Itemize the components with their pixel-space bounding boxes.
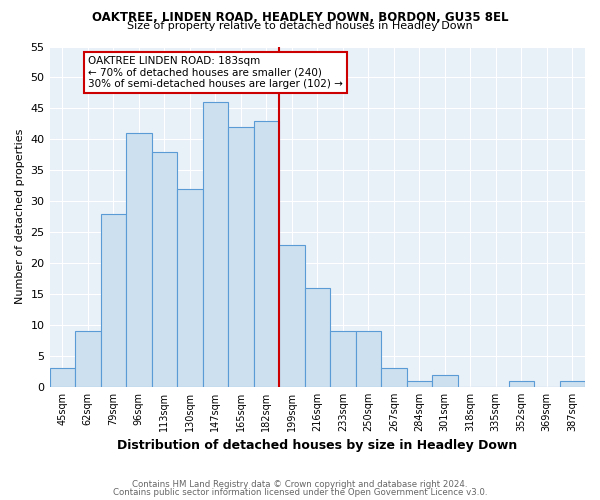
Bar [330, 331, 356, 387]
Bar [254, 121, 279, 387]
Bar [407, 380, 432, 387]
Bar [203, 102, 228, 387]
Bar [152, 152, 177, 387]
Text: Contains public sector information licensed under the Open Government Licence v3: Contains public sector information licen… [113, 488, 487, 497]
X-axis label: Distribution of detached houses by size in Headley Down: Distribution of detached houses by size … [117, 440, 517, 452]
Text: OAKTREE, LINDEN ROAD, HEADLEY DOWN, BORDON, GU35 8EL: OAKTREE, LINDEN ROAD, HEADLEY DOWN, BORD… [92, 11, 508, 24]
Bar [126, 133, 152, 387]
Text: Size of property relative to detached houses in Headley Down: Size of property relative to detached ho… [127, 21, 473, 31]
Bar [177, 189, 203, 387]
Bar [509, 380, 534, 387]
Text: OAKTREE LINDEN ROAD: 183sqm
← 70% of detached houses are smaller (240)
30% of se: OAKTREE LINDEN ROAD: 183sqm ← 70% of det… [88, 56, 343, 89]
Bar [279, 244, 305, 387]
Bar [381, 368, 407, 387]
Bar [75, 331, 101, 387]
Y-axis label: Number of detached properties: Number of detached properties [15, 129, 25, 304]
Bar [432, 374, 458, 387]
Bar [101, 214, 126, 387]
Bar [50, 368, 75, 387]
Bar [305, 288, 330, 387]
Text: Contains HM Land Registry data © Crown copyright and database right 2024.: Contains HM Land Registry data © Crown c… [132, 480, 468, 489]
Bar [356, 331, 381, 387]
Bar [560, 380, 585, 387]
Bar [228, 127, 254, 387]
